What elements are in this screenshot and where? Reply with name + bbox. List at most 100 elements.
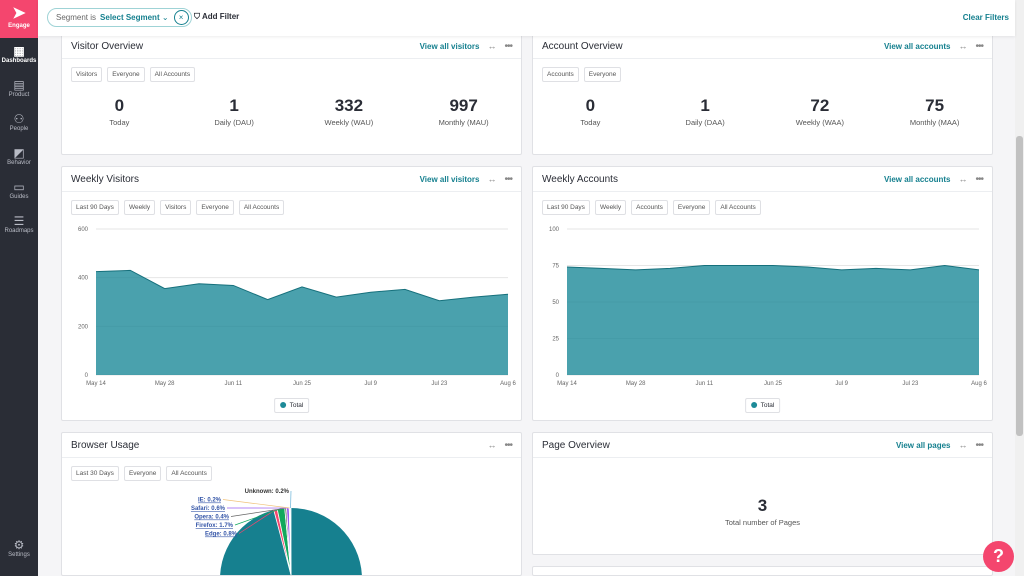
roadmap-icon: ☰ [13, 214, 25, 228]
stat-label: Weekly (WAU) [324, 118, 374, 127]
legend-label: Total [760, 402, 775, 409]
scrollbar[interactable] [1015, 0, 1024, 576]
expand-icon[interactable]: ↔ [958, 440, 968, 450]
card-title: Visitor Overview [71, 40, 144, 52]
filter-pill[interactable]: Everyone [672, 200, 711, 215]
label: Dashboards [1, 58, 37, 64]
y-tick-label: 200 [78, 324, 89, 330]
stat: 0 Today [62, 96, 177, 127]
pie-label: Edge: 0.8% [205, 532, 238, 538]
sidebar-item-settings[interactable]: ⚙ Settings [0, 532, 38, 566]
filter-pill[interactable]: Everyone [123, 466, 162, 481]
filter-pill[interactable]: Weekly [123, 200, 156, 215]
stat-label: Daily (DAU) [214, 118, 254, 127]
sidebar-item-guides[interactable]: ▭ Guides [0, 174, 38, 208]
stat-label: Monthly (MAA) [909, 118, 960, 127]
expand-icon[interactable]: ↔ [958, 41, 968, 51]
legend-dot [279, 402, 286, 408]
view-all-link[interactable]: View all pages [895, 440, 951, 450]
label: Settings [8, 552, 30, 558]
x-tick-label: Jun 11 [696, 381, 714, 387]
scrollbar-thumb[interactable] [1016, 136, 1023, 436]
segment-selector[interactable]: Segment is Select Segment ⌄ × [47, 8, 192, 27]
next-card [532, 566, 993, 576]
sidebar-item-people[interactable]: ⚇ People [0, 106, 38, 140]
clear-filters-button[interactable]: Clear Filters [962, 13, 1009, 22]
filter-pill[interactable]: All Accounts [166, 466, 212, 481]
expand-icon[interactable]: ↔ [487, 41, 497, 51]
filter-pill[interactable]: Everyone [196, 200, 234, 215]
filter-pill[interactable]: Weekly [594, 200, 627, 215]
filter-pill[interactable]: Last 30 Days [71, 466, 119, 481]
page-overview-card: Page Overview View all pages ↔ ••• 3 Total … [532, 432, 993, 555]
chart-icon: ◩ [13, 146, 25, 160]
help-button[interactable]: ? [983, 541, 1014, 572]
sidebar-item-product[interactable]: ▤ Product [0, 72, 38, 106]
filter-pill[interactable]: Visitors [160, 200, 192, 215]
filter-pill[interactable]: Visitors [71, 67, 103, 82]
legend-label: Total [289, 402, 304, 409]
filter-pill[interactable]: Last 90 Days [71, 200, 119, 215]
area-series [567, 265, 979, 375]
filter-pill[interactable]: All Accounts [715, 200, 761, 215]
filter-pill[interactable]: All Accounts [238, 200, 285, 215]
card-title: Browser Usage [71, 439, 140, 451]
close-icon[interactable]: × [173, 10, 189, 25]
add-filter-button[interactable]: ⛉ Add Filter [194, 12, 239, 22]
view-all-link[interactable]: View all visitors [419, 41, 480, 51]
filter-bar: Segment is Select Segment ⌄ × ⛉ Add Filter… [38, 0, 1015, 36]
x-tick-label: Jun 11 [225, 381, 243, 387]
view-all-link[interactable]: View all accounts [883, 41, 951, 51]
stat: 997 Monthly (MAU) [406, 96, 521, 127]
stat-value: 1 [700, 96, 710, 115]
expand-icon[interactable]: ↔ [487, 174, 497, 184]
legend-item[interactable]: Total [744, 398, 781, 413]
card-title: Weekly Accounts [542, 173, 618, 185]
y-tick-label: 400 [78, 276, 89, 282]
card-title: Weekly Visitors [71, 173, 139, 185]
more-icon[interactable]: ••• [504, 40, 512, 52]
more-icon[interactable]: ••• [504, 173, 512, 185]
label: Guides [9, 194, 29, 200]
filter-pill[interactable]: Accounts [631, 200, 668, 215]
filter-pill[interactable]: Accounts [542, 67, 579, 82]
stat: 0 Today [533, 96, 648, 127]
x-tick-label: Aug 6 [971, 381, 987, 387]
legend-item[interactable]: Total [273, 398, 310, 413]
sidebar-item-dashboards[interactable]: ▦ Dashboards [0, 38, 38, 72]
browser-usage-card: Browser Usage ↔ ••• Last 30 Days Everyone Al… [61, 432, 522, 576]
y-tick-label: 50 [552, 300, 559, 306]
weekly-visitors-card: Weekly Visitors View all visitors ↔ ••• Las… [61, 166, 522, 421]
pie-label: Opera: 0.4% [194, 515, 229, 521]
visitor-overview-card: Visitor Overview View all visitors ↔ ••• Vi… [61, 33, 522, 155]
card-title: Account Overview [542, 40, 623, 52]
x-tick-label: May 28 [626, 381, 646, 387]
brand-logo[interactable]: ➤ Engage [0, 0, 38, 38]
sidebar-item-behavior[interactable]: ◩ Behavior [0, 140, 38, 174]
stat: 332 Weekly (WAU) [292, 96, 407, 127]
weekly-accounts-card: Weekly Accounts View all accounts ↔ ••• Las… [532, 166, 993, 421]
stat: 75 Monthly (MAA) [877, 96, 992, 127]
expand-icon[interactable]: ↔ [958, 174, 968, 184]
stat: 1 Daily (DAU) [177, 96, 292, 127]
view-all-link[interactable]: View all visitors [419, 174, 480, 184]
stat-label: Monthly (MAU) [438, 118, 489, 127]
x-tick-label: May 14 [86, 381, 106, 387]
view-all-link[interactable]: View all accounts [883, 174, 951, 184]
more-icon[interactable]: ••• [975, 40, 983, 52]
filter-pill[interactable]: Everyone [583, 67, 622, 82]
filter-pill[interactable]: Last 90 Days [542, 200, 590, 215]
expand-icon[interactable]: ↔ [487, 440, 497, 450]
label: People [9, 126, 29, 132]
more-icon[interactable]: ••• [975, 173, 983, 185]
x-tick-label: Aug 6 [500, 381, 516, 387]
more-icon[interactable]: ••• [975, 439, 983, 451]
label: Roadmaps [4, 228, 34, 234]
more-icon[interactable]: ••• [504, 439, 512, 451]
x-tick-label: Jul 23 [902, 381, 919, 387]
filter-pill[interactable]: Everyone [107, 67, 145, 82]
y-tick-label: 600 [78, 227, 89, 233]
stat-value: 72 [810, 96, 830, 115]
filter-pill[interactable]: All Accounts [149, 67, 196, 82]
sidebar-item-roadmaps[interactable]: ☰ Roadmaps [0, 208, 38, 242]
